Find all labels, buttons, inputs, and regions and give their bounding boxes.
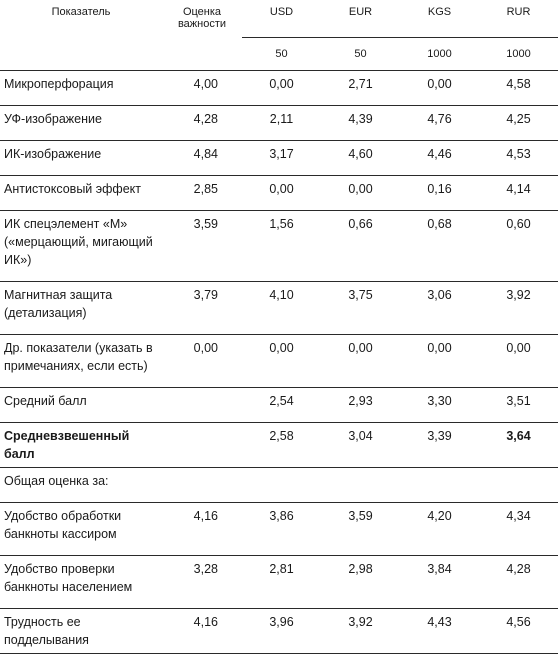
row-label: Средний балл bbox=[0, 387, 162, 423]
row-kgs: 0,00 bbox=[400, 70, 479, 106]
row-rur: 3,51 bbox=[479, 387, 558, 423]
row-rur: 4,14 bbox=[479, 175, 558, 211]
row-eur: 4,60 bbox=[321, 140, 400, 176]
row-eur: 3,75 bbox=[321, 281, 400, 335]
header-denomination-usd: 50 bbox=[242, 37, 321, 71]
row-label: Антистоксовый эффект bbox=[0, 175, 162, 211]
row-kgs: 0,68 bbox=[400, 210, 479, 282]
row-usd: 4,10 bbox=[242, 281, 321, 335]
table-row: Удобство проверки банкноты населением 3,… bbox=[0, 555, 558, 609]
row-label: Др. показатели (указать в примечаниях, е… bbox=[0, 334, 162, 388]
row-usd: 0,00 bbox=[242, 175, 321, 211]
row-label: Средневзвешенный балл bbox=[0, 422, 162, 468]
row-rur: 0,00 bbox=[479, 334, 558, 388]
row-label: ИК-изображение bbox=[0, 140, 162, 176]
section-title: Общая оценка за: bbox=[0, 467, 558, 503]
row-rur: 3,92 bbox=[479, 281, 558, 335]
row-usd: 2,58 bbox=[242, 422, 321, 468]
header-denomination-eur: 50 bbox=[321, 37, 400, 71]
row-kgs: 3,30 bbox=[400, 387, 479, 423]
row-usd: 0,00 bbox=[242, 70, 321, 106]
row-usd: 1,56 bbox=[242, 210, 321, 282]
row-eur: 0,00 bbox=[321, 175, 400, 211]
row-kgs: 4,46 bbox=[400, 140, 479, 176]
row-rur: 0,60 bbox=[479, 210, 558, 282]
row-importance: 4,84 bbox=[162, 140, 242, 176]
row-rur: 3,64 bbox=[479, 422, 558, 468]
table-row: Удобство обработки банкноты кассиром 4,1… bbox=[0, 502, 558, 556]
row-importance bbox=[162, 422, 242, 468]
row-label: Удобство проверки банкноты населением bbox=[0, 555, 162, 609]
table-row-weighted: Средневзвешенный балл 2,58 3,04 3,39 3,6… bbox=[0, 422, 558, 468]
section-header-row: Общая оценка за: bbox=[0, 467, 558, 503]
row-label: Микроперфорация bbox=[0, 70, 162, 106]
table-row: Антистоксовый эффект 2,85 0,00 0,00 0,16… bbox=[0, 175, 558, 211]
row-rur: 4,34 bbox=[479, 502, 558, 556]
table-row: Трудность ее подделывания 4,16 3,96 3,92… bbox=[0, 608, 558, 654]
row-importance: 4,00 bbox=[162, 70, 242, 106]
row-label: ИК спецэлемент «М» («мерцающий, мигающий… bbox=[0, 210, 162, 282]
row-eur: 3,59 bbox=[321, 502, 400, 556]
row-eur: 4,39 bbox=[321, 105, 400, 141]
row-kgs: 4,43 bbox=[400, 608, 479, 654]
row-importance: 0,00 bbox=[162, 334, 242, 388]
header-denomination-kgs: 1000 bbox=[400, 37, 479, 71]
row-rur: 4,25 bbox=[479, 105, 558, 141]
row-kgs: 3,06 bbox=[400, 281, 479, 335]
row-usd: 2,11 bbox=[242, 105, 321, 141]
table-row: Средний балл 2,54 2,93 3,30 3,51 bbox=[0, 387, 558, 423]
row-importance: 2,85 bbox=[162, 175, 242, 211]
row-kgs: 0,16 bbox=[400, 175, 479, 211]
row-usd: 3,96 bbox=[242, 608, 321, 654]
row-eur: 3,04 bbox=[321, 422, 400, 468]
row-kgs: 4,20 bbox=[400, 502, 479, 556]
row-usd: 3,86 bbox=[242, 502, 321, 556]
table-row: ИК-изображение 4,84 3,17 4,60 4,46 4,53 bbox=[0, 140, 558, 176]
row-importance bbox=[162, 387, 242, 423]
row-label: УФ-изображение bbox=[0, 105, 162, 141]
row-usd: 2,81 bbox=[242, 555, 321, 609]
row-eur: 3,92 bbox=[321, 608, 400, 654]
header-indicator: Показатель bbox=[0, 0, 162, 71]
row-rur: 4,28 bbox=[479, 555, 558, 609]
row-eur: 0,00 bbox=[321, 334, 400, 388]
row-rur: 4,58 bbox=[479, 70, 558, 106]
row-kgs: 3,39 bbox=[400, 422, 479, 468]
header-currency-rur: RUR bbox=[479, 0, 558, 38]
row-importance: 4,16 bbox=[162, 608, 242, 654]
row-eur: 2,98 bbox=[321, 555, 400, 609]
table-row: ИК спецэлемент «М» («мерцающий, мигающий… bbox=[0, 210, 558, 282]
table-row: Микроперфорация 4,00 0,00 2,71 0,00 4,58 bbox=[0, 70, 558, 106]
row-eur: 2,71 bbox=[321, 70, 400, 106]
header-currency-eur: EUR bbox=[321, 0, 400, 38]
header-importance: Оценка важности bbox=[162, 0, 242, 71]
row-importance: 3,59 bbox=[162, 210, 242, 282]
header-denomination-rur: 1000 bbox=[479, 37, 558, 71]
row-kgs: 0,00 bbox=[400, 334, 479, 388]
row-eur: 2,93 bbox=[321, 387, 400, 423]
row-usd: 2,54 bbox=[242, 387, 321, 423]
row-rur: 4,53 bbox=[479, 140, 558, 176]
header-currency-kgs: KGS bbox=[400, 0, 479, 38]
table-row: Др. показатели (указать в примечаниях, е… bbox=[0, 334, 558, 388]
row-usd: 0,00 bbox=[242, 334, 321, 388]
row-importance: 4,16 bbox=[162, 502, 242, 556]
row-eur: 0,66 bbox=[321, 210, 400, 282]
table-row: УФ-изображение 4,28 2,11 4,39 4,76 4,25 bbox=[0, 105, 558, 141]
row-label: Трудность ее подделывания bbox=[0, 608, 162, 654]
row-rur: 4,56 bbox=[479, 608, 558, 654]
row-label: Магнитная защита (детализация) bbox=[0, 281, 162, 335]
row-label: Удобство обработки банкноты кассиром bbox=[0, 502, 162, 556]
row-importance: 3,79 bbox=[162, 281, 242, 335]
row-importance: 3,28 bbox=[162, 555, 242, 609]
table-row: Магнитная защита (детализация) 3,79 4,10… bbox=[0, 281, 558, 335]
row-importance: 4,28 bbox=[162, 105, 242, 141]
row-usd: 3,17 bbox=[242, 140, 321, 176]
header-currency-usd: USD bbox=[242, 0, 321, 38]
row-kgs: 3,84 bbox=[400, 555, 479, 609]
row-kgs: 4,76 bbox=[400, 105, 479, 141]
